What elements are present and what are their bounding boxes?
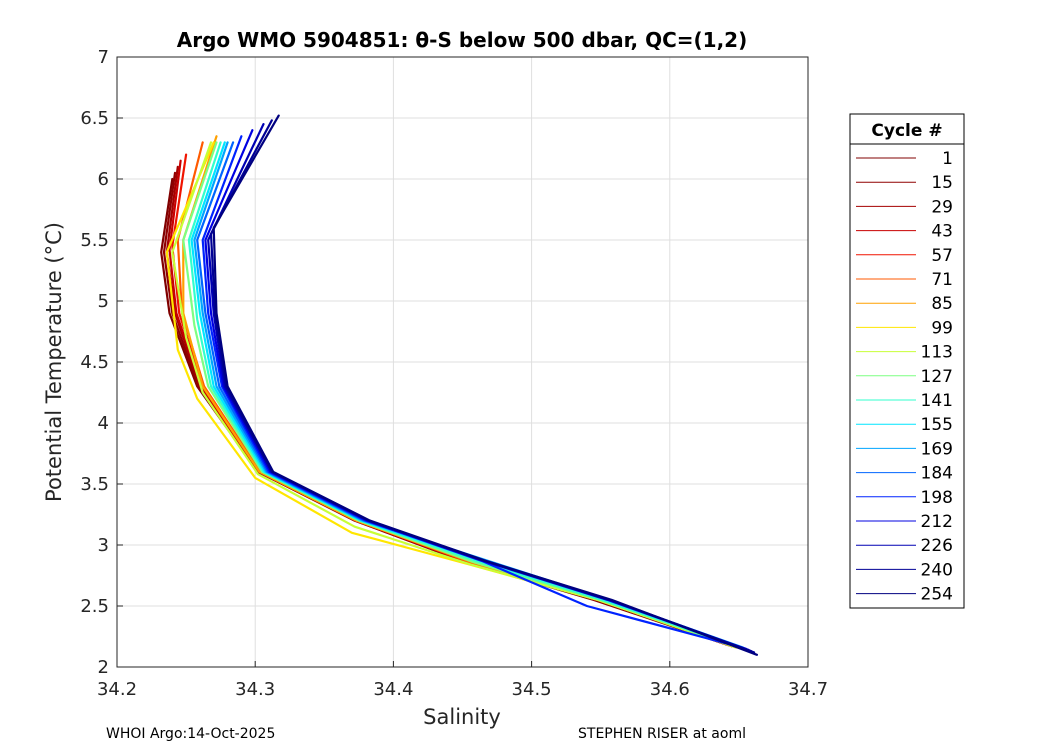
x-tick-label: 34.5 <box>512 679 552 700</box>
legend-entry-label: 15 <box>931 173 953 193</box>
y-tick-label: 4 <box>98 413 109 434</box>
x-tick-label: 34.4 <box>373 679 413 700</box>
y-tick-label: 4.5 <box>80 352 109 373</box>
legend-entry-label: 127 <box>921 367 953 387</box>
legend-entry-label: 113 <box>921 343 953 363</box>
legend-entry-label: 184 <box>921 464 953 484</box>
legend-entry-label: 212 <box>921 512 953 532</box>
chart-title: Argo WMO 5904851: θ-S below 500 dbar, QC… <box>177 28 747 52</box>
legend-title: Cycle # <box>871 121 942 141</box>
y-tick-label: 3 <box>98 535 109 556</box>
x-tick-label: 34.2 <box>97 679 137 700</box>
x-tick-label: 34.6 <box>650 679 690 700</box>
legend-entries: 1 15 29 43 57 71 85 99 113 127 141 155 169 184 198 212 2… <box>856 149 953 605</box>
footer-credit: STEPHEN RISER at aoml <box>578 726 746 742</box>
footer-source: WHOI Argo:14-Oct-2025 <box>106 726 276 742</box>
axis-ticks: 34.2 34.3 34.4 34.5 34.6 34.7 2 2.5 3 3.5 4 4.5 5 5.5… <box>80 47 828 700</box>
x-tick-label: 34.3 <box>235 679 275 700</box>
legend: Cycle # 1 15 29 43 57 71 85 99 113 127 141 155 169 18… <box>849 113 965 609</box>
y-tick-label: 6 <box>98 169 109 190</box>
x-axis-label: Salinity <box>423 705 501 729</box>
y-tick-label: 6.5 <box>80 108 109 129</box>
legend-entry-label: 57 <box>931 246 953 266</box>
legend-entry-label: 155 <box>921 415 953 435</box>
series-line-cycle-141 <box>187 141 742 649</box>
series-line-cycle-254 <box>212 114 759 656</box>
y-tick-label: 7 <box>98 47 109 68</box>
y-axis-label: Potential Temperature (°C) <box>42 222 66 502</box>
legend-entry-label: 85 <box>931 294 953 314</box>
legend-entry-label: 198 <box>921 488 953 508</box>
legend-entry-label: 99 <box>931 318 953 338</box>
y-tick-label: 5.5 <box>80 230 109 251</box>
y-tick-label: 3.5 <box>80 474 109 495</box>
legend-entry-label: 226 <box>921 536 953 556</box>
series-lines <box>160 114 759 656</box>
x-tick-label: 34.7 <box>788 679 828 700</box>
legend-entry-label: 141 <box>921 391 953 411</box>
grid-lines <box>116 56 809 668</box>
series-line-cycle-113 <box>171 141 738 649</box>
y-tick-label: 2.5 <box>80 596 109 617</box>
legend-entry-label: 254 <box>921 585 953 605</box>
legend-entry-label: 1 <box>942 149 953 169</box>
y-tick-label: 2 <box>98 657 109 678</box>
legend-entry-label: 240 <box>921 560 953 580</box>
legend-entry-label: 71 <box>931 270 953 290</box>
legend-box <box>849 113 965 609</box>
legend-entry-label: 169 <box>921 439 953 459</box>
legend-entry-label: 43 <box>931 222 953 242</box>
y-tick-label: 5 <box>98 291 109 312</box>
series-line-cycle-198 <box>201 135 747 650</box>
legend-entry-label: 29 <box>931 197 953 217</box>
